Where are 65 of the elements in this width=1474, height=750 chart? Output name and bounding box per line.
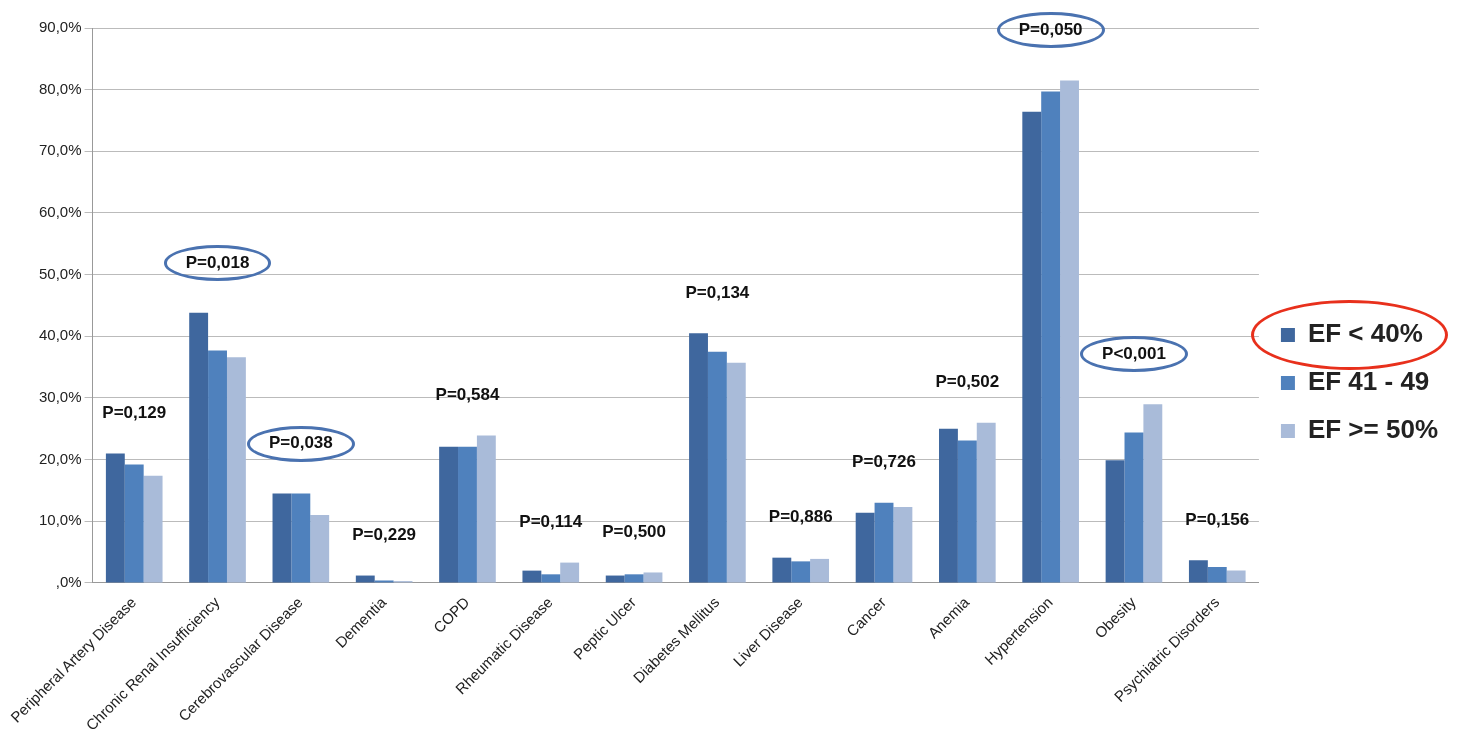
bar [189,312,209,583]
bar [1105,460,1125,583]
bar [1207,566,1227,583]
y-tick-label: 30,0% [39,388,82,406]
bar [939,428,958,583]
y-tick-label: 60,0% [39,203,82,221]
bar [476,435,496,583]
bar [810,558,830,583]
bar [976,422,996,583]
y-tick-label: 10,0% [39,511,82,529]
bar [1226,570,1246,583]
bar [439,446,459,583]
y-tick-label: 50,0% [39,264,82,282]
legend-label: EF >= 50% [1307,414,1438,445]
bar [310,515,330,583]
bar [272,493,292,583]
annotation: P=0,886 [768,507,833,527]
bar [143,475,163,583]
bar [1188,560,1208,583]
y-tick-label: 40,0% [39,326,82,344]
bar [560,562,580,583]
bar [124,464,144,583]
annotation: P=0,129 [102,403,167,423]
annotation: P=0,134 [685,282,750,302]
bar [957,440,977,583]
bar [1124,432,1144,583]
bar [226,357,246,583]
annotation: P=0,114 [519,512,583,532]
y-tick-label: 80,0% [39,79,82,97]
y-tick-label: 90,0% [39,18,82,36]
bar [643,572,663,583]
bar [726,362,746,583]
annotation: P=0,050 [1018,20,1083,40]
bar [208,350,227,583]
annotation: P=0,156 [1185,509,1250,529]
legend-label: EF < 40% [1307,318,1423,349]
bar [1143,404,1163,583]
bar [689,333,708,583]
bar [291,493,311,583]
y-tick-label: 70,0% [39,141,82,159]
annotation: P<0,001 [1102,343,1166,363]
bar [105,453,125,583]
bar [522,570,542,583]
bar [791,561,811,583]
bar [893,507,913,583]
bar [1022,111,1042,583]
annotation: P=0,502 [935,372,1000,392]
annotation: P=0,500 [602,522,666,542]
bar [874,502,894,583]
annotation: P=0,229 [352,525,417,545]
annotation: P=0,018 [185,252,250,272]
annotation: P=0,726 [852,452,916,472]
bar [707,351,727,583]
bar [541,574,561,583]
bar [624,574,644,583]
bar [1041,91,1061,583]
y-tick-label: ,0% [55,573,82,591]
annotation: P=0,038 [268,433,333,453]
bar [855,512,875,583]
bar [1060,80,1079,583]
legend-label: EF 41 - 49 [1307,366,1430,397]
bar [458,446,477,583]
y-tick-label: 20,0% [39,449,82,467]
annotation: P=0,584 [435,385,500,405]
bar [772,557,792,583]
